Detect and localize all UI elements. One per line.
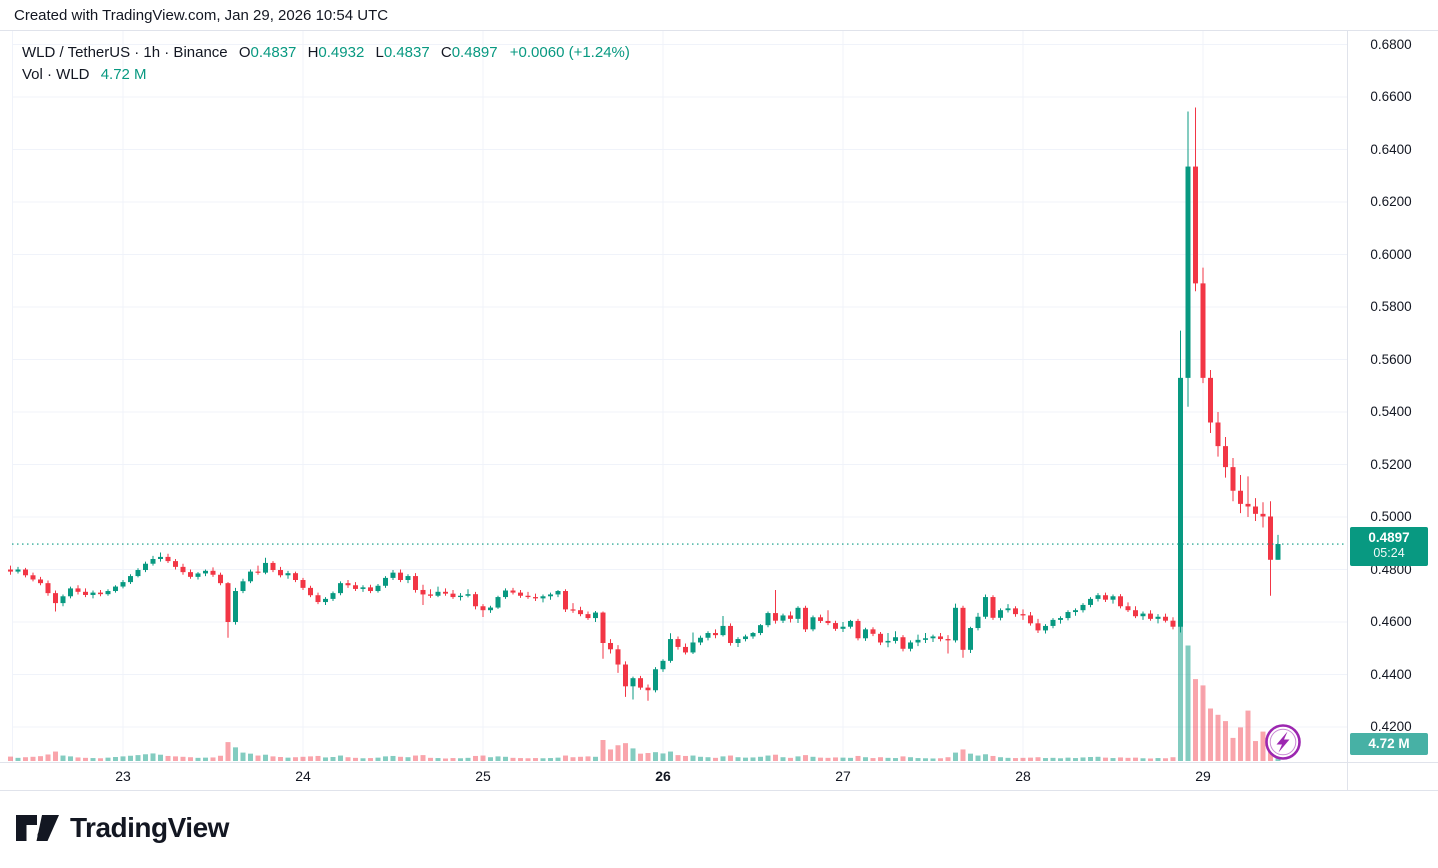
last-price-badge: 0.4897 05:24 — [1350, 526, 1428, 567]
time-axis-label: 27 — [835, 768, 851, 784]
attribution-text: Created with TradingView.com, Jan 29, 20… — [14, 7, 389, 24]
time-axis-label: 28 — [1015, 768, 1031, 784]
high-label: H — [307, 44, 319, 61]
time-axis-label: 24 — [295, 768, 311, 784]
grid-layer — [12, 30, 1347, 762]
time-axis-label: 25 — [475, 768, 491, 784]
volume-label: Vol · WLD — [22, 66, 90, 83]
volume-badge: 4.72 M — [1350, 733, 1428, 755]
volume-layer — [8, 595, 1281, 761]
price-axis-label: 0.6600 — [1370, 89, 1412, 104]
legend-row-volume: Vol · WLD 4.72 M — [22, 66, 630, 83]
price-axis-label: 0.5200 — [1370, 456, 1412, 472]
last-price-value: 0.4897 — [1368, 529, 1410, 545]
time-axis-label: 29 — [1195, 768, 1211, 784]
symbol-title: WLD / TetherUS · 1h · Binance — [22, 44, 228, 61]
legend-row-main: WLD / TetherUS · 1h · Binance O0.4837 H0… — [22, 44, 630, 61]
tradingview-logo-text: TradingView — [70, 812, 229, 843]
open-value: 0.4837 — [250, 44, 297, 61]
open-label: O — [238, 44, 251, 61]
close-value: 0.4897 — [451, 44, 498, 61]
tradingview-logo-icon — [16, 815, 59, 841]
price-axis-label: 0.6400 — [1370, 141, 1412, 157]
tradingview-logo[interactable]: TradingView — [14, 810, 229, 846]
price-axis-label: 0.5400 — [1370, 404, 1412, 419]
price-axis-label: 0.4200 — [1370, 719, 1412, 734]
candles-layer — [8, 107, 1281, 701]
price-axis-label: 0.4600 — [1370, 614, 1412, 629]
frame-lines — [0, 30, 1438, 791]
change-value: +0.0060 (+1.24%) — [509, 44, 630, 61]
price-axis-label: 0.5000 — [1370, 509, 1412, 524]
low-label: L — [375, 44, 384, 61]
time-axis-label: 23 — [115, 768, 131, 784]
price-axis-label: 0.5800 — [1370, 299, 1412, 314]
flash-icon — [1265, 724, 1301, 760]
price-axis-label: 0.6800 — [1370, 36, 1412, 52]
chart-legend: WLD / TetherUS · 1h · Binance O0.4837 H0… — [22, 44, 630, 83]
bar-countdown: 05:24 — [1373, 546, 1405, 561]
volume-value: 4.72 M — [100, 66, 147, 83]
price-axis-label: 0.4400 — [1370, 666, 1412, 682]
price-axis-label: 0.6200 — [1370, 194, 1412, 209]
low-value: 0.4837 — [383, 44, 430, 61]
price-axis-label: 0.5600 — [1370, 351, 1412, 367]
high-value: 0.4932 — [318, 44, 365, 61]
price-axis-label: 0.6000 — [1370, 246, 1412, 262]
close-label: C — [440, 44, 452, 61]
time-axis-label: 26 — [655, 768, 671, 784]
